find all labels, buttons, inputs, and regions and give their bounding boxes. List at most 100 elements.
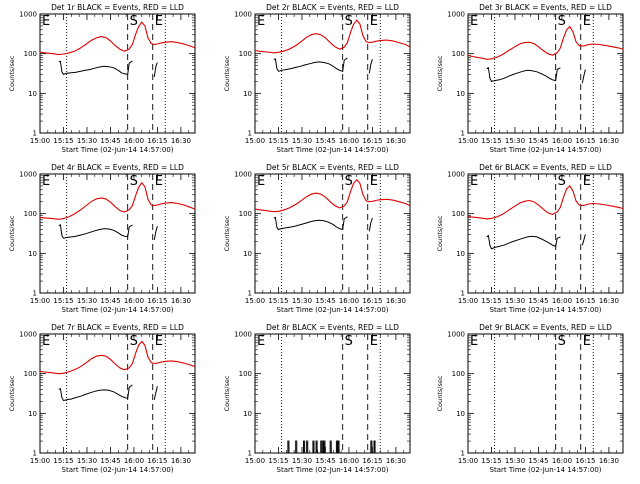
x-tick-label: 15:00 [245,297,265,305]
y-tick-label: 1 [461,290,465,298]
y-tick-label: 10 [456,250,465,258]
y-axis-label: Counts/sec [223,215,231,251]
x-tick-label: 16:15 [147,457,167,465]
y-tick-label: 100 [24,370,37,378]
x-tick-label: 16:00 [339,297,359,305]
y-tick-label: 10 [243,90,252,98]
x-axis-label: Start Time (02-Jun-14 14:57:00) [490,146,602,154]
y-tick-label: 1 [461,450,465,458]
y-tick-label: 100 [24,50,37,58]
x-axis-label: Start Time (02-Jun-14 14:57:00) [62,146,174,154]
y-tick-label: 1000 [447,171,465,179]
events-series-line [58,60,158,77]
panel-title: Det 2r BLACK = Events, RED = LLD [266,3,399,12]
y-tick-label: 100 [239,50,252,58]
marker-label-s: S [558,174,566,189]
x-tick-label: 15:30 [77,457,97,465]
y-axis-label: Counts/sec [436,215,444,251]
plot-frame [467,333,624,454]
panel-title: Det 3r BLACK = Events, RED = LLD [479,3,612,12]
x-tick-label: 15:45 [315,297,335,305]
x-axis-label: Start Time (02-Jun-14 14:57:00) [277,466,389,474]
x-tick-label: 16:15 [147,137,167,145]
panel-det-7: Det 7r BLACK = Events, RED = LLD 1 10 100 10… [8,323,196,474]
x-tick-label: 15:30 [505,297,525,305]
panel-det-9: Det 9r BLACK = Events, RED = LLD 1 10 100 10… [436,323,624,474]
events-spike [287,440,290,454]
x-tick-label: 16:00 [124,457,144,465]
x-tick-label: 15:15 [268,297,288,305]
x-tick-label: 15:30 [77,297,97,305]
marker-label-s: S [558,334,566,349]
events-series-line [273,216,373,232]
y-axis-label: Counts/sec [8,55,16,91]
events-spike [337,440,340,454]
plot-frame [39,173,196,294]
y-tick-label: 1 [248,450,252,458]
panel-title: Det 6r BLACK = Events, RED = LLD [479,163,612,172]
y-tick-label: 1000 [19,171,37,179]
x-tick-label: 16:00 [124,297,144,305]
events-series-line [486,67,586,84]
plot-frame [467,13,624,134]
marker-label-e: E [155,334,163,349]
y-axis-label: Counts/sec [436,55,444,91]
x-tick-label: 16:15 [575,137,595,145]
events-spike [335,440,338,454]
x-tick-label: 15:15 [53,457,73,465]
marker-label-s: S [345,14,353,29]
events-spike [295,440,298,454]
x-tick-label: 16:00 [552,137,572,145]
marker-label-e-start: E [470,174,478,189]
marker-label-e: E [155,14,163,29]
x-tick-label: 16:15 [362,137,382,145]
marker-label-e-start: E [470,334,478,349]
lld-series-line [467,185,624,220]
marker-label-s: S [345,334,353,349]
y-tick-label: 1 [461,130,465,138]
marker-label-e-start: E [42,334,50,349]
x-tick-label: 16:15 [362,457,382,465]
y-tick-label: 10 [456,410,465,418]
x-tick-label: 16:30 [599,137,619,145]
panel-title: Det 8r BLACK = Events, RED = LLD [266,323,399,332]
x-tick-label: 15:15 [481,457,501,465]
marker-label-s: S [558,14,566,29]
events-series-line [58,384,158,402]
events-spike [370,440,373,454]
events-spike [303,440,306,454]
panel-det-3: Det 3r BLACK = Events, RED = LLD 1 10 100 10… [436,3,624,154]
x-tick-label: 15:30 [292,457,312,465]
y-tick-label: 1000 [234,171,252,179]
lld-series-line [467,25,624,60]
y-tick-label: 1000 [19,11,37,19]
y-tick-label: 100 [24,210,37,218]
x-tick-label: 15:15 [268,137,288,145]
x-tick-label: 16:00 [552,457,572,465]
y-tick-label: 1 [33,130,37,138]
x-tick-label: 15:00 [458,137,478,145]
y-axis-label: Counts/sec [223,55,231,91]
x-tick-label: 15:15 [481,137,501,145]
x-tick-label: 15:45 [528,137,548,145]
marker-label-s: S [130,14,138,29]
marker-label-e-start: E [42,174,50,189]
marker-label-e: E [155,174,163,189]
y-tick-label: 1 [248,130,252,138]
x-tick-label: 16:15 [575,297,595,305]
panel-det-2: Det 2r BLACK = Events, RED = LLD 1 10 100 10… [223,3,411,154]
y-tick-label: 1 [33,450,37,458]
panel-title: Det 7r BLACK = Events, RED = LLD [51,323,184,332]
x-tick-label: 15:45 [100,297,120,305]
panel-det-8: Det 8r BLACK = Events, RED = LLD 1 10 100 10… [223,323,411,474]
events-spike [320,440,323,454]
x-tick-label: 15:30 [505,137,525,145]
lld-series-line [254,19,411,54]
x-tick-label: 15:30 [505,457,525,465]
plot-frame [39,333,196,454]
x-tick-label: 16:30 [599,457,619,465]
y-tick-label: 10 [243,410,252,418]
y-axis-label: Counts/sec [436,375,444,411]
